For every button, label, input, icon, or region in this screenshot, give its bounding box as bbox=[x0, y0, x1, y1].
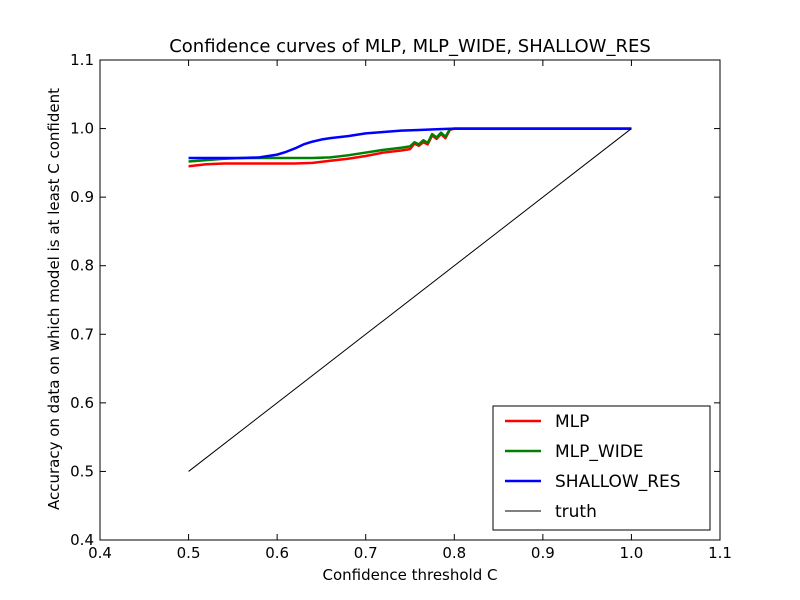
plot-frame bbox=[99, 59, 721, 541]
ticks-layer: 0.4 0.5 0.6 0.7 0.8 0.9 1.0 1.1 0.4 0.5 0.6 0.7 0.8 0… bbox=[70, 51, 732, 562]
y-tick-label: 0.4 bbox=[70, 531, 94, 549]
x-tick-label: 0.7 bbox=[354, 544, 378, 562]
legend-label-mlp: MLP bbox=[555, 412, 589, 432]
series-line-truth bbox=[188, 128, 632, 472]
legend-label-mlp-wide: MLP_WIDE bbox=[555, 442, 644, 462]
legend-label-truth: truth bbox=[555, 502, 597, 522]
x-axis-label: Confidence threshold C bbox=[323, 566, 498, 584]
chart-title: Confidence curves of MLP, MLP_WIDE, SHAL… bbox=[169, 36, 651, 57]
y-tick-label: 1.1 bbox=[70, 51, 94, 69]
y-tick-label: 0.8 bbox=[70, 257, 94, 275]
x-tick-label: 0.4 bbox=[88, 544, 112, 562]
y-tick-label: 0.6 bbox=[70, 394, 94, 412]
x-tick-label: 0.8 bbox=[442, 544, 466, 562]
y-axis-label: Accuracy on data on which model is at le… bbox=[45, 88, 63, 510]
series-layer bbox=[188, 127, 632, 472]
x-tick-label: 1.1 bbox=[708, 544, 732, 562]
x-tick-label: 1.0 bbox=[619, 544, 643, 562]
x-tick-label: 0.9 bbox=[531, 544, 555, 562]
y-tick-label: 0.5 bbox=[70, 462, 94, 480]
y-tick-label: 1.0 bbox=[70, 120, 94, 138]
legend-label-shallow-res: SHALLOW_RES bbox=[555, 472, 681, 492]
x-tick-label: 0.5 bbox=[177, 544, 201, 562]
series-line-shallow-res bbox=[188, 127, 632, 160]
legend-box bbox=[492, 405, 711, 531]
y-tick-label: 0.9 bbox=[70, 188, 94, 206]
x-tick-label: 0.6 bbox=[265, 544, 289, 562]
y-tick-label: 0.7 bbox=[70, 325, 94, 343]
